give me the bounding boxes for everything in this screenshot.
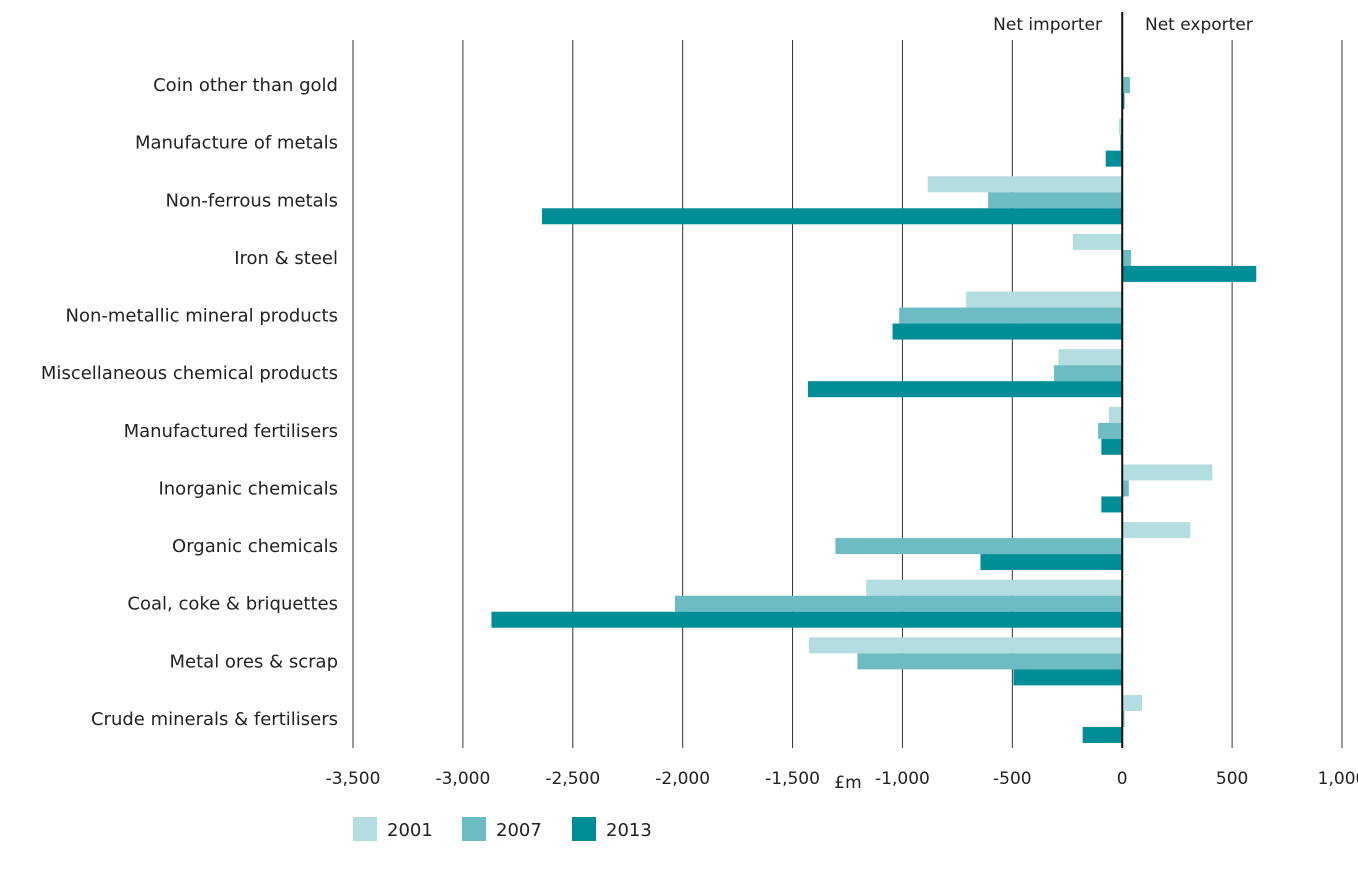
x-tick-label: -500 <box>993 769 1032 789</box>
x-tick-label: -3,000 <box>435 769 490 789</box>
x-tick-label: 0 <box>1117 769 1128 789</box>
x-tick-label: -1,500 <box>765 769 820 789</box>
bar-2013 <box>980 554 1123 571</box>
category-label: Organic chemicals <box>172 536 338 557</box>
bar-2013 <box>542 208 1123 225</box>
bar-2001 <box>966 291 1123 308</box>
legend: 2001 2007 2013 <box>353 817 652 841</box>
bar-2001 <box>866 579 1123 596</box>
bar-2013 <box>1122 265 1257 282</box>
bar-2007 <box>1122 711 1125 727</box>
bar-2013 <box>1082 727 1123 743</box>
category-label: Coal, coke & briquettes <box>127 594 338 615</box>
bar-2013 <box>1101 496 1123 513</box>
category-label: Inorganic chemicals <box>158 478 338 499</box>
category-label: Miscellaneous chemical products <box>41 363 338 384</box>
category-label: Crude minerals & fertilisers <box>91 709 338 730</box>
bar-2007 <box>857 653 1123 670</box>
bar-2007 <box>1098 422 1123 439</box>
bar-2007 <box>1122 77 1130 93</box>
bar-2001 <box>1122 464 1213 481</box>
bar-2001 <box>1118 118 1123 135</box>
category-label: Non-metallic mineral products <box>66 306 338 327</box>
bar-2007 <box>1122 249 1132 266</box>
bar-2013 <box>1122 93 1125 109</box>
bar-2001 <box>1122 695 1143 711</box>
bar-2001 <box>809 637 1123 654</box>
bar-2013 <box>491 611 1123 628</box>
bars <box>491 61 1257 743</box>
bar-2007 <box>1054 365 1123 382</box>
bar-2013 <box>1101 438 1123 455</box>
category-label: Metal ores & scrap <box>170 651 339 672</box>
bar-2001 <box>1058 349 1123 366</box>
bar-2007 <box>1120 134 1123 151</box>
category-label: Manufacture of metals <box>135 133 338 154</box>
bar-2007 <box>674 595 1123 612</box>
bar-2007 <box>835 538 1123 555</box>
legend-label-2007: 2007 <box>496 820 542 841</box>
x-tick-label: -2,500 <box>545 769 600 789</box>
bar-2007 <box>1122 480 1129 497</box>
bar-2001 <box>1072 233 1123 250</box>
x-axis-title: £m <box>834 773 861 793</box>
x-tick-label: -1,000 <box>875 769 930 789</box>
category-label: Iron & steel <box>234 248 338 269</box>
bar-2013 <box>1013 669 1123 686</box>
category-label: Coin other than gold <box>153 75 338 96</box>
legend-label-2013: 2013 <box>606 820 652 841</box>
category-labels: Coin other than gold Manufacture of metal… <box>41 75 338 730</box>
tick-labels: -3,500 -3,000 -2,500 -2,000 -1,500 -1,000 -500… <box>326 769 1358 789</box>
net-importer-label: Net importer <box>993 15 1102 35</box>
bar-2001 <box>1109 406 1123 423</box>
legend-swatch-2001 <box>353 817 377 841</box>
category-label: Manufactured fertilisers <box>124 421 338 442</box>
bar-2007 <box>988 192 1123 209</box>
bar-2013 <box>807 381 1123 398</box>
category-label: Non-ferrous metals <box>166 190 338 211</box>
legend-swatch-2007 <box>462 817 486 841</box>
bar-2013 <box>892 323 1123 340</box>
x-tick-label: -3,500 <box>326 769 381 789</box>
bar-2001 <box>1122 522 1191 539</box>
bar-2001 <box>927 176 1123 193</box>
x-tick-label: 1,000 <box>1318 769 1358 789</box>
bar-2013 <box>1105 150 1123 167</box>
legend-label-2001: 2001 <box>387 820 433 841</box>
x-tick-label: -2,000 <box>655 769 710 789</box>
net-exporter-label: Net exporter <box>1145 15 1253 35</box>
bar-2007 <box>899 307 1123 324</box>
x-tick-label: 500 <box>1216 769 1248 789</box>
legend-swatch-2013 <box>572 817 596 841</box>
